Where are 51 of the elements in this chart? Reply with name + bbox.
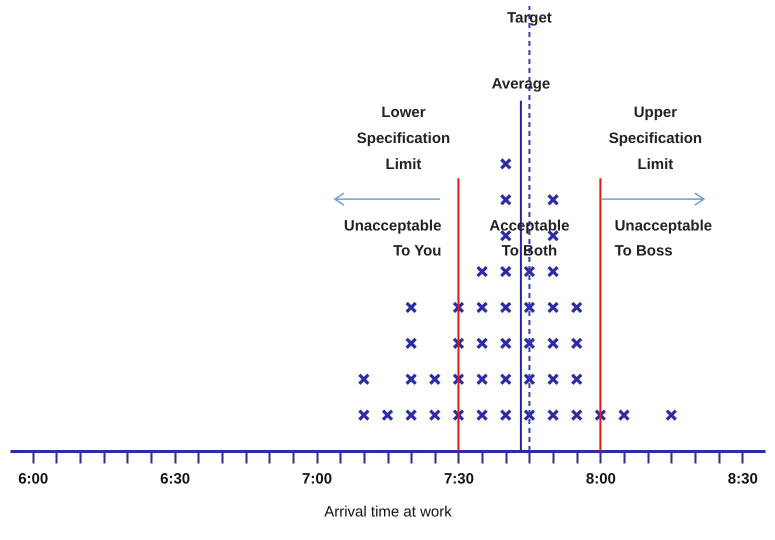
x-tick-label: 8:00 bbox=[586, 470, 616, 488]
point bbox=[405, 373, 418, 386]
ref-line-label: Upper Specification Limit bbox=[608, 104, 702, 174]
x-axis-title: Arrival time at work bbox=[324, 504, 452, 520]
point bbox=[476, 373, 488, 386]
point bbox=[546, 337, 560, 350]
point bbox=[500, 194, 512, 206]
annotation: Unacceptable To You bbox=[344, 218, 442, 260]
x-tick-label: 6:30 bbox=[160, 470, 190, 488]
point bbox=[570, 373, 583, 386]
point bbox=[358, 409, 370, 422]
annotation: Unacceptable To Boss bbox=[614, 218, 712, 260]
point bbox=[405, 409, 418, 422]
point bbox=[546, 265, 560, 278]
point bbox=[405, 337, 418, 350]
x-tick-label: 7:30 bbox=[444, 470, 474, 488]
point bbox=[500, 337, 512, 350]
point bbox=[570, 409, 583, 422]
point bbox=[523, 373, 536, 386]
point bbox=[546, 194, 560, 206]
point bbox=[523, 265, 536, 278]
point bbox=[428, 373, 441, 386]
point bbox=[546, 301, 560, 314]
point bbox=[476, 409, 488, 422]
point bbox=[500, 265, 512, 278]
point bbox=[570, 301, 583, 314]
point bbox=[546, 409, 560, 422]
point bbox=[428, 409, 441, 422]
point bbox=[665, 409, 678, 422]
point bbox=[476, 301, 488, 314]
point bbox=[405, 301, 418, 314]
ref-line-label: Lower Specification Limit bbox=[356, 104, 450, 174]
x-tick-label: 7:00 bbox=[302, 470, 332, 488]
ref-line-label: Average bbox=[492, 76, 550, 93]
point bbox=[523, 337, 536, 350]
point bbox=[570, 337, 583, 350]
point bbox=[476, 265, 488, 278]
point bbox=[618, 409, 630, 422]
point bbox=[476, 337, 488, 350]
x-tick-label: 6:00 bbox=[18, 470, 48, 488]
point bbox=[500, 409, 512, 422]
point bbox=[500, 301, 512, 314]
point bbox=[546, 373, 560, 386]
point bbox=[500, 158, 512, 170]
point bbox=[523, 409, 536, 422]
point bbox=[381, 409, 394, 422]
ref-line-label: Target bbox=[507, 9, 552, 26]
point bbox=[500, 373, 512, 386]
x-tick-label: 8:30 bbox=[728, 470, 758, 488]
point bbox=[523, 301, 536, 314]
point bbox=[358, 373, 370, 386]
